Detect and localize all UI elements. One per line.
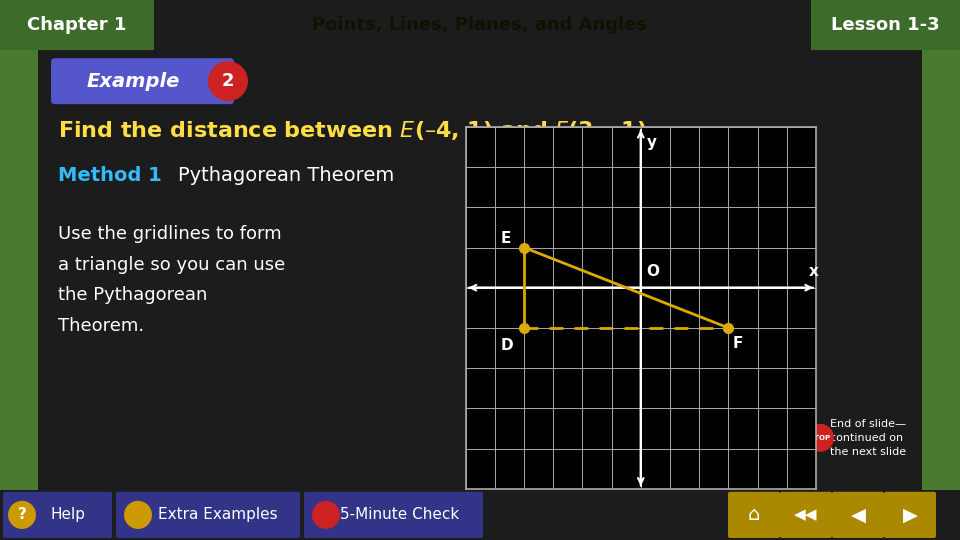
Circle shape [208, 61, 248, 101]
Text: F: F [732, 336, 743, 351]
Text: 2: 2 [222, 72, 234, 90]
Text: ?: ? [17, 508, 27, 522]
FancyBboxPatch shape [3, 492, 112, 538]
Text: O: O [647, 264, 660, 279]
Text: End of slide—
continued on
the next slide: End of slide— continued on the next slid… [830, 419, 906, 457]
FancyBboxPatch shape [304, 492, 483, 538]
FancyBboxPatch shape [51, 58, 234, 104]
Text: ◀: ◀ [851, 505, 866, 524]
Text: Find the distance between $\mathit{E}$(–4, 1) and $\mathit{F}$(3, –1).: Find the distance between $\mathit{E}$(–… [58, 119, 655, 141]
FancyBboxPatch shape [728, 492, 780, 538]
Circle shape [806, 424, 834, 452]
Text: E: E [501, 232, 511, 246]
Text: Pythagorean Theorem: Pythagorean Theorem [178, 166, 395, 185]
Bar [0, 50, 38, 490]
Text: STOP: STOP [809, 435, 830, 441]
Bar [922, 50, 960, 490]
FancyBboxPatch shape [780, 492, 832, 538]
Text: Lesson 1-3: Lesson 1-3 [830, 16, 940, 34]
Text: Extra Examples: Extra Examples [158, 508, 277, 522]
Circle shape [8, 501, 36, 529]
Text: Use the gridlines to form
a triangle so you can use
the Pythagorean
Theorem.: Use the gridlines to form a triangle so … [58, 225, 285, 335]
FancyBboxPatch shape [811, 0, 960, 50]
Text: D: D [501, 338, 514, 353]
Text: Method 1: Method 1 [58, 166, 161, 185]
FancyBboxPatch shape [116, 492, 300, 538]
Text: Points, Lines, Planes, and Angles: Points, Lines, Planes, and Angles [313, 16, 647, 34]
Text: x: x [808, 264, 819, 279]
Text: 5-Minute Check: 5-Minute Check [341, 508, 460, 522]
Text: ⌂: ⌂ [748, 505, 760, 524]
Text: Example: Example [86, 72, 180, 91]
Circle shape [124, 501, 152, 529]
Text: y: y [647, 135, 657, 150]
Circle shape [312, 501, 340, 529]
Text: ◀◀: ◀◀ [794, 508, 818, 522]
FancyBboxPatch shape [884, 492, 936, 538]
Text: Help: Help [51, 508, 85, 522]
Text: Chapter 1: Chapter 1 [27, 16, 127, 34]
FancyBboxPatch shape [0, 0, 154, 50]
FancyBboxPatch shape [832, 492, 884, 538]
Text: ▶: ▶ [902, 505, 918, 524]
